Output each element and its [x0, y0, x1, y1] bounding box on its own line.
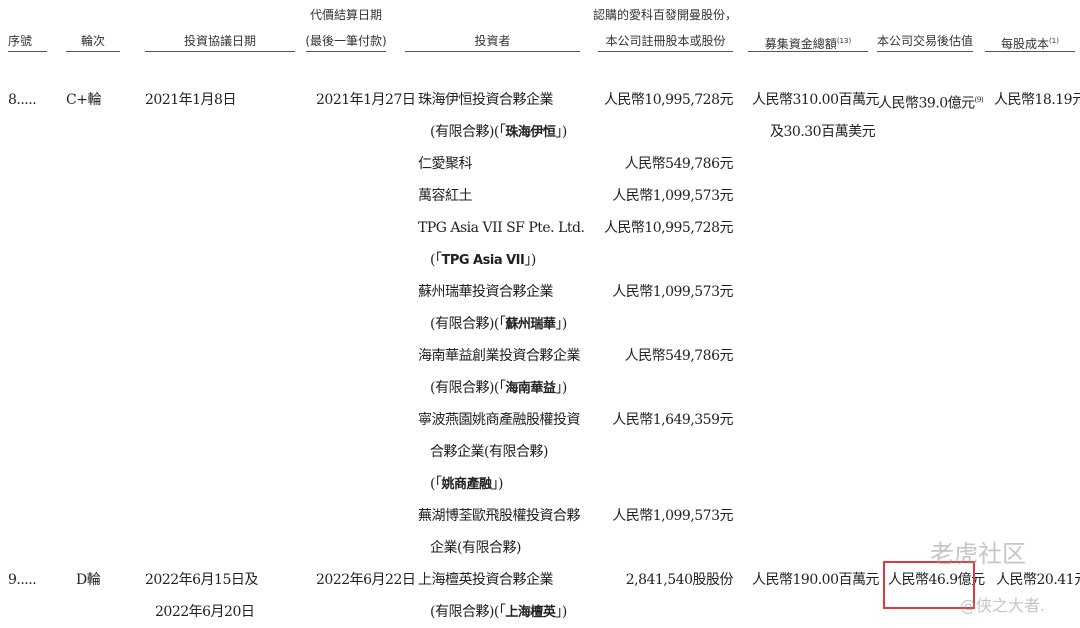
- investor-name-line: (有限合夥)(「海南華益」): [430, 380, 567, 396]
- row-round: D輪: [76, 572, 101, 588]
- investor-name-line: TPG Asia VII SF Pte. Ltd.: [418, 220, 585, 236]
- investor-name-line: (有限合夥)(「蘇州瑞華」): [430, 316, 567, 332]
- investor-amount: 人民幣1,099,573元: [612, 188, 733, 204]
- row-round: C+輪: [66, 92, 101, 108]
- row-funds: 及30.30百萬美元: [770, 124, 876, 140]
- header-underline: [66, 51, 120, 52]
- header-cost: 每股成本(1): [1001, 37, 1059, 51]
- investor-name-line: 海南華益創業投資合夥企業: [418, 348, 581, 364]
- investor-amount: 人民幣1,099,573元: [612, 508, 733, 524]
- investor-name-line: 仁愛聚科: [418, 156, 473, 172]
- header-settlement-date: 代價結算日期: [309, 8, 382, 22]
- investor-name-line: (有限合夥)(「上海檀英」): [430, 604, 567, 620]
- investor-name-line: 上海檀英投資合夥企業: [418, 572, 554, 588]
- investor-name-line: 蘇州瑞華投資合夥企業: [418, 284, 554, 300]
- header-underline: [145, 51, 295, 52]
- header-seq: 序號: [8, 34, 33, 48]
- header-settlement-date-sub: (最後一筆付款): [305, 34, 387, 48]
- header-underline: [405, 51, 580, 52]
- header-valuation: 本公司交易後估值: [877, 34, 974, 48]
- row-valuation: 人民幣46.9億元: [888, 572, 985, 588]
- investor-amount: 人民幣10,995,728元: [603, 220, 734, 236]
- row-settlement-date: 2022年6月22日: [316, 572, 416, 588]
- row-cost: 人民幣20.41元: [996, 572, 1080, 588]
- header-shares: 認購的愛科百發開曼股份，: [592, 8, 737, 22]
- header-underline: [306, 51, 386, 52]
- highlight-box: [883, 561, 975, 609]
- row-agreement-date: 2022年6月15日及: [145, 572, 258, 588]
- header-agreement-date: 投資協議日期: [183, 34, 256, 48]
- row-funds: 人民幣310.00百萬元: [752, 92, 880, 108]
- investor-name-line: 蕪湖博荃歐飛股權投資合夥: [418, 508, 581, 524]
- investor-name-line: (「姚商產融」): [430, 476, 503, 492]
- header-investor: 投資者: [474, 34, 511, 48]
- header-underline: [8, 51, 47, 52]
- investor-amount: 人民幣549,786元: [624, 156, 734, 172]
- investor-name-line: 寧波燕園姚商產融股權投資: [418, 412, 581, 428]
- row-seq: 9.....: [8, 572, 37, 588]
- investor-name-line: 企業(有限合夥): [430, 540, 521, 556]
- watermark-handle: @侠之大者.: [960, 596, 1046, 615]
- header-round: 輪次: [80, 34, 105, 48]
- header-underline: [877, 51, 973, 52]
- row-valuation: 人民幣39.0億元(9): [878, 95, 984, 112]
- investor-amount: 人民幣549,786元: [624, 348, 734, 364]
- header-underline: [598, 51, 733, 52]
- investor-amount: 2,841,540股股份: [625, 572, 734, 588]
- investor-name-line: 合夥企業(有限合夥): [430, 444, 548, 460]
- header-shares-sub: 本公司註冊股本或股份: [605, 34, 726, 48]
- row-cost: 人民幣18.19元: [994, 92, 1080, 108]
- investor-amount: 人民幣10,995,728元: [603, 92, 734, 108]
- investor-amount: 人民幣1,649,359元: [612, 412, 733, 428]
- investor-amount: 人民幣1,099,573元: [612, 284, 733, 300]
- header-funds: 募集資金總額(13): [764, 37, 852, 51]
- row-funds: 人民幣190.00百萬元: [752, 572, 880, 588]
- row-agreement-date: 2021年1月8日: [145, 92, 236, 108]
- investor-name-line: 珠海伊恒投資合夥企業: [418, 92, 554, 108]
- header-underline: [985, 51, 1075, 52]
- row-settlement-date: 2021年1月27日: [316, 92, 416, 108]
- watermark-logo: 老虎社区: [930, 540, 1026, 568]
- row-agreement-date: 2022年6月20日: [155, 604, 255, 620]
- investor-name-line: (有限合夥)(「珠海伊恒」): [430, 124, 567, 140]
- row-seq: 8.....: [8, 92, 37, 108]
- investor-name-line: (「TPG Asia VII」): [430, 252, 536, 268]
- header-underline: [748, 51, 868, 52]
- investor-name-line: 萬容紅土: [418, 188, 473, 204]
